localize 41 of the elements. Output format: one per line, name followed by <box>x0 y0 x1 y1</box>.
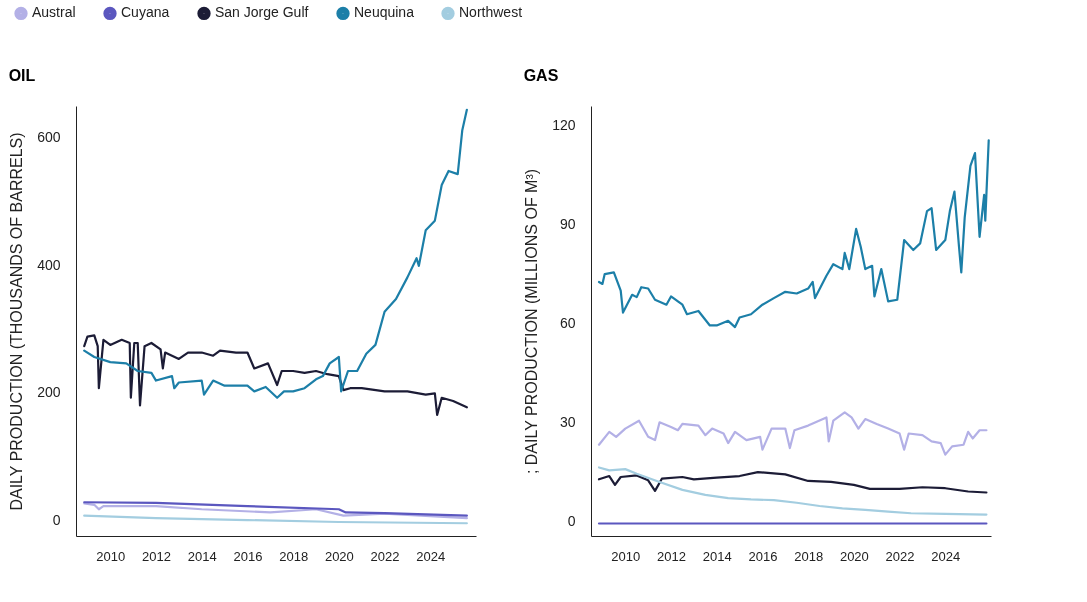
y-tick-label: 200 <box>37 384 61 401</box>
y-tick-label: 120 <box>552 117 576 134</box>
y-tick-label: 90 <box>559 216 576 233</box>
x-tick-label: 2014 <box>702 548 732 564</box>
line-series <box>83 514 468 525</box>
x-tick-label: 2016 <box>233 548 263 564</box>
x-tick-label: 2022 <box>370 548 400 564</box>
legend-label: Austral <box>32 4 76 21</box>
y-axis-title: ; DAILY PRODUCTION (MILLIONS OF M³) <box>523 168 541 475</box>
chart-title: OIL <box>8 67 36 84</box>
legend-label: San Jorge Gulf <box>215 4 309 21</box>
x-tick-label: 2018 <box>279 548 309 564</box>
x-tick-label: 2010 <box>611 548 641 564</box>
y-tick-label: 400 <box>37 256 61 273</box>
line-series <box>597 139 990 329</box>
y-tick-label: 30 <box>559 413 576 430</box>
legend-label: Northwest <box>459 4 523 21</box>
legend-label: Neuquina <box>354 4 415 21</box>
line-series <box>83 334 468 417</box>
y-tick-label: 60 <box>559 314 576 331</box>
x-tick-label: 2016 <box>748 548 778 564</box>
legend-label: Cuyana <box>121 4 170 21</box>
y-tick-label: 0 <box>567 512 576 529</box>
x-tick-label: 2010 <box>96 548 126 564</box>
y-axis-title: DAILY PRODUCTION (THOUSANDS OF BARRELS) <box>8 132 26 511</box>
line-series <box>83 108 468 399</box>
x-tick-label: 2012 <box>142 548 171 564</box>
x-tick-label: 2018 <box>794 548 824 564</box>
line-series <box>597 411 988 456</box>
x-tick-label: 2020 <box>839 548 869 564</box>
chart-title: GAS <box>523 67 559 84</box>
line-series <box>597 466 988 516</box>
x-tick-label: 2012 <box>657 548 686 564</box>
y-tick-label: 600 <box>37 129 61 146</box>
x-tick-label: 2024 <box>931 548 961 564</box>
y-tick-label: 0 <box>52 511 61 528</box>
x-tick-label: 2022 <box>885 548 915 564</box>
x-tick-label: 2024 <box>416 548 446 564</box>
x-tick-label: 2020 <box>324 548 354 564</box>
x-tick-label: 2014 <box>187 548 217 564</box>
line-series <box>597 470 988 494</box>
